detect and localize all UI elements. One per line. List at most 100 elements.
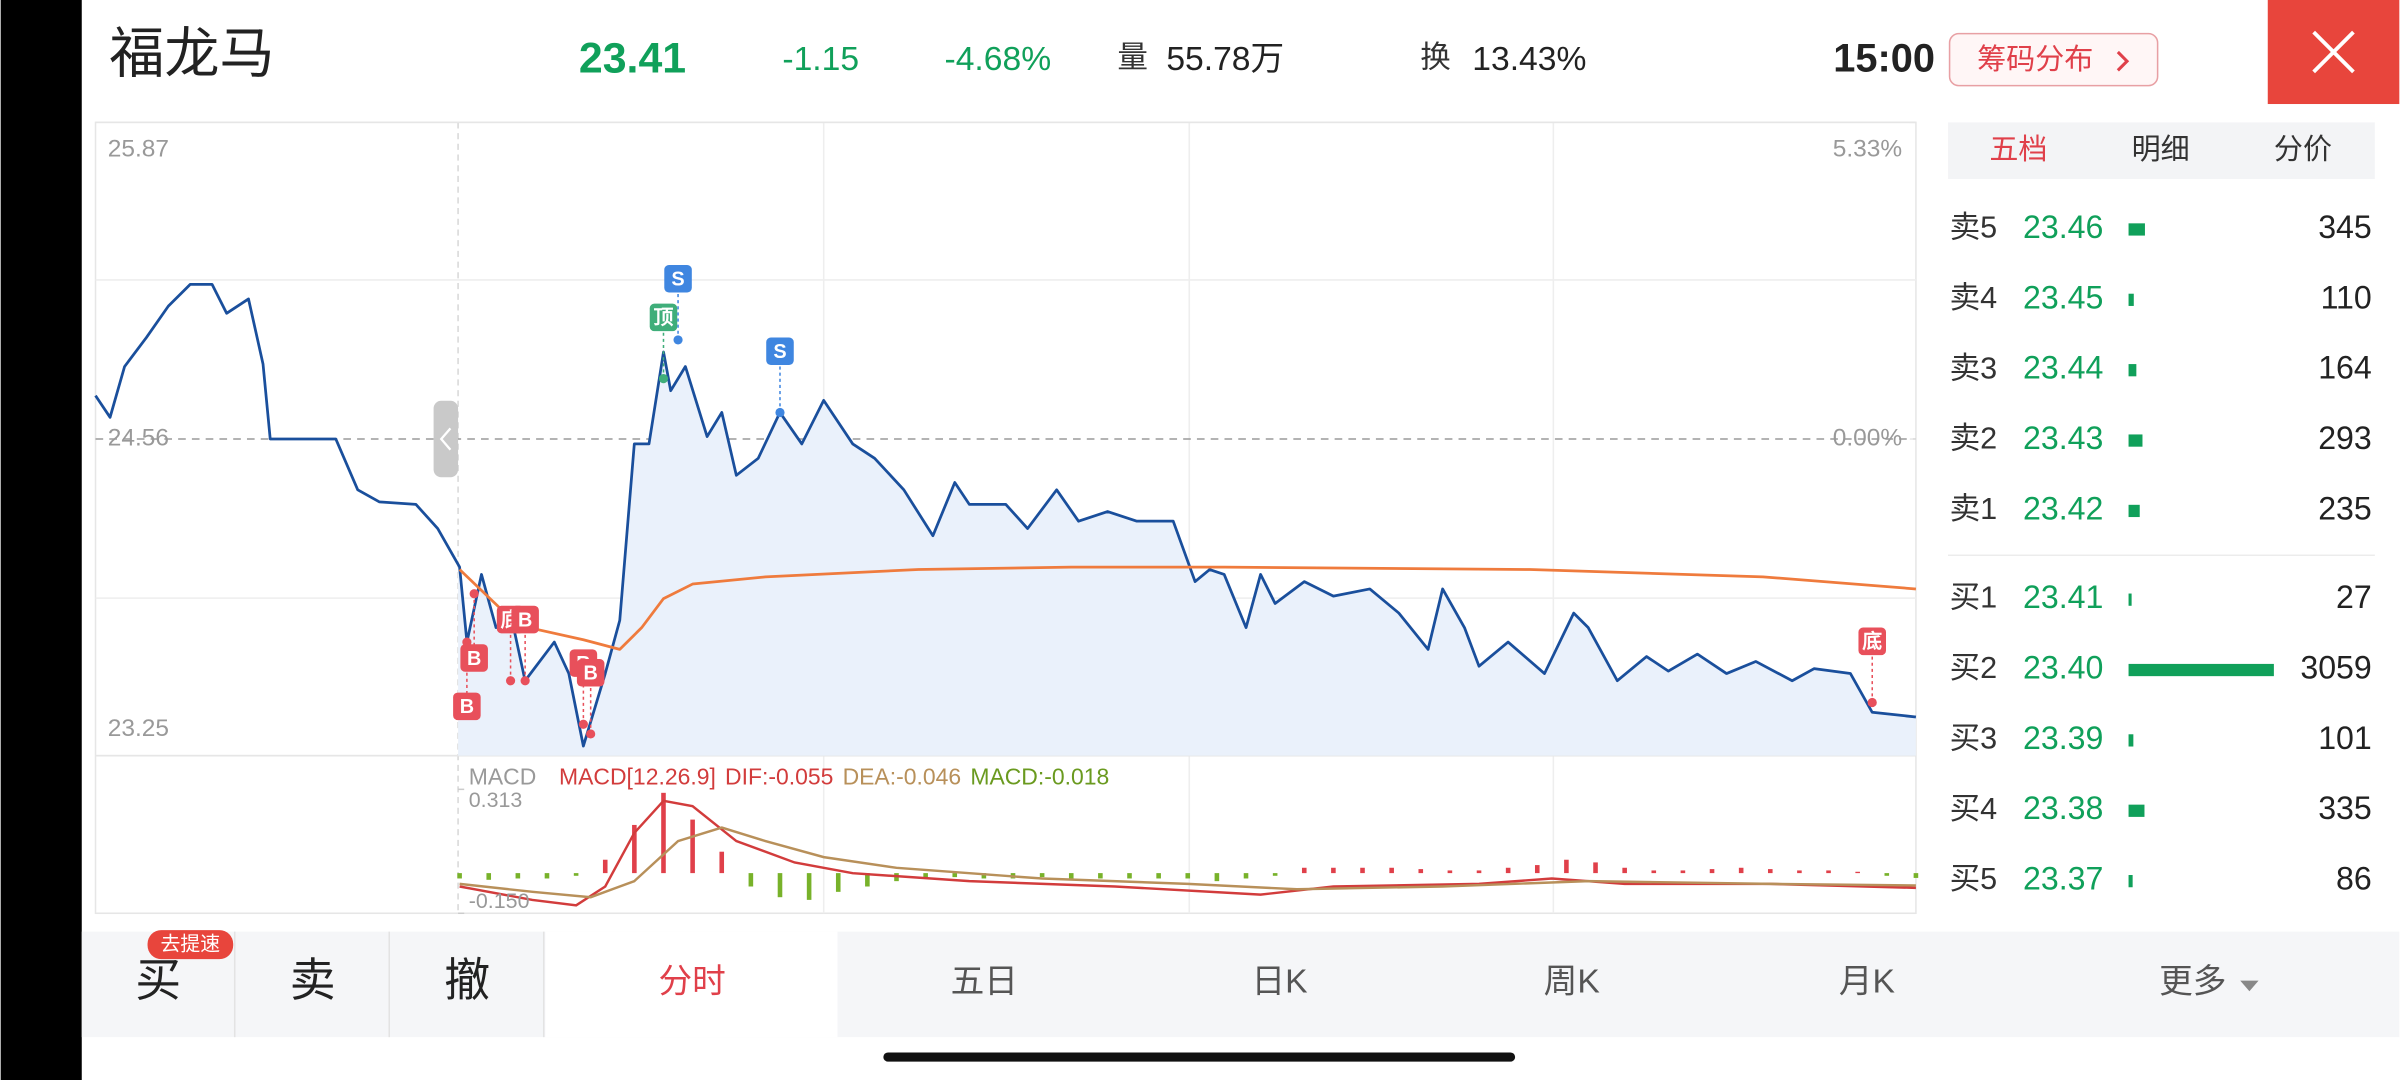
marker-label: B xyxy=(460,696,474,718)
macd-bar xyxy=(865,873,870,887)
book-volume: 27 xyxy=(2336,579,2372,615)
marker-label: S xyxy=(773,341,786,363)
trade-button[interactable]: 卖 xyxy=(290,954,336,1006)
book-price: 23.40 xyxy=(2023,650,2103,686)
book-price: 23.37 xyxy=(2023,861,2103,897)
macd-bar xyxy=(661,792,666,874)
macd-bar xyxy=(806,873,812,900)
book-label: 买2 xyxy=(1950,651,1998,685)
trade-button[interactable]: 买 xyxy=(135,954,181,1006)
collapse-handle[interactable] xyxy=(433,400,459,478)
macd-bar xyxy=(1534,865,1540,874)
turnover-label: 换 xyxy=(1420,41,1451,75)
macd-bar xyxy=(719,851,725,874)
macd-bar xyxy=(1855,871,1860,874)
macd-bar xyxy=(1913,873,1919,878)
chart-tab[interactable]: 分时 xyxy=(658,964,725,1001)
macd-bar xyxy=(777,873,783,898)
marker-dot xyxy=(673,335,683,345)
chart-tab[interactable]: 周K xyxy=(1544,964,1601,1001)
volume-bar xyxy=(2128,804,2145,817)
book-label: 卖1 xyxy=(1950,492,1998,526)
dropdown-icon xyxy=(2240,980,2259,992)
book-label: 买4 xyxy=(1950,792,1998,826)
volume-bar xyxy=(2128,434,2143,447)
macd-bar xyxy=(1447,870,1453,874)
macd-bar xyxy=(632,824,637,874)
book-volume: 235 xyxy=(2318,490,2372,526)
macd-bar xyxy=(981,873,987,879)
book-label: 买1 xyxy=(1950,581,1998,615)
marker-label: B xyxy=(467,648,481,670)
book-volume: 101 xyxy=(2318,720,2372,756)
marker-badge xyxy=(511,605,539,634)
series-line xyxy=(94,283,1917,748)
volume-bar xyxy=(2128,223,2145,236)
chip-button-bg[interactable] xyxy=(1948,32,2159,87)
book-price: 23.46 xyxy=(2023,209,2103,245)
stock-name: 福龙马 xyxy=(109,23,274,85)
change-pct: -4.68% xyxy=(945,41,1052,78)
macd-bar xyxy=(1680,870,1686,874)
volume-bar xyxy=(2128,504,2140,518)
book-tab[interactable]: 分价 xyxy=(2274,134,2332,166)
volume-bar xyxy=(2128,293,2134,306)
chart-tab[interactable]: 五日 xyxy=(951,964,1018,1001)
macd-bar xyxy=(1651,870,1657,874)
volume-label: 量 xyxy=(1117,41,1148,75)
chart-tab[interactable]: 日K xyxy=(1252,964,1309,1001)
macd-bar xyxy=(748,873,754,887)
macd-chart: 0.313 -0.150 MACD MACD[12.26.9] DIF:-0.055 DE… xyxy=(457,764,1919,915)
close-button[interactable] xyxy=(2267,0,2400,105)
marker-label: B xyxy=(518,609,532,631)
book-volume: 164 xyxy=(2318,350,2372,386)
macd-bar xyxy=(1884,873,1890,876)
macd-bar xyxy=(602,859,608,874)
macd-bar xyxy=(1418,869,1424,874)
home-indicator xyxy=(883,1052,1516,1062)
volume-bar xyxy=(2128,364,2137,377)
macd-bar xyxy=(690,819,695,874)
macd-bar xyxy=(1593,862,1598,874)
volume-bar xyxy=(2128,875,2133,888)
chip-button-label[interactable]: 筹码分布 xyxy=(1977,43,2093,76)
book-price: 23.44 xyxy=(2023,350,2103,386)
trade-button[interactable]: 撤 xyxy=(444,954,490,1006)
close-icon xyxy=(2312,30,2355,74)
macd-bar xyxy=(1767,869,1773,874)
book-tab[interactable]: 明细 xyxy=(2132,133,2190,166)
handle-bg[interactable] xyxy=(433,400,459,478)
chip-button[interactable]: 筹码分布 xyxy=(1948,32,2159,87)
marker-dot xyxy=(520,676,530,686)
macd-bar xyxy=(923,873,928,879)
book-price: 23.38 xyxy=(2023,790,2103,826)
active-tab-bg xyxy=(545,931,838,1038)
book-tab[interactable]: 五档 xyxy=(1989,133,2047,166)
price-area xyxy=(458,351,1916,756)
macd-bar xyxy=(1797,870,1802,874)
macd-bar xyxy=(1272,873,1278,876)
marker-badge xyxy=(576,658,605,687)
chart-tab[interactable]: 更多 xyxy=(2159,963,2226,1001)
button-dividers xyxy=(233,931,545,1038)
badge: 去提速 xyxy=(161,934,221,956)
macd-bar xyxy=(1360,867,1365,874)
left-bezel xyxy=(0,0,82,1080)
series-line xyxy=(458,565,1917,651)
book-volume: 3059 xyxy=(2300,650,2371,686)
macd-title: MACD xyxy=(469,764,537,790)
macd-bar xyxy=(1127,873,1132,879)
handle-icon xyxy=(439,427,452,451)
y2-tick-label: 0.00% xyxy=(1833,425,1902,452)
y-tick-label: 23.25 xyxy=(108,715,169,742)
chart-tab[interactable]: 月K xyxy=(1839,964,1896,1001)
macd-bar xyxy=(1505,867,1511,874)
volume-bar xyxy=(2128,734,2134,747)
volume: 55.78万 xyxy=(1166,41,1284,78)
book-label: 卖5 xyxy=(1950,211,1998,245)
book-price: 23.43 xyxy=(2023,420,2103,456)
chevron xyxy=(2116,50,2130,72)
y-tick-label: 25.87 xyxy=(108,135,169,162)
